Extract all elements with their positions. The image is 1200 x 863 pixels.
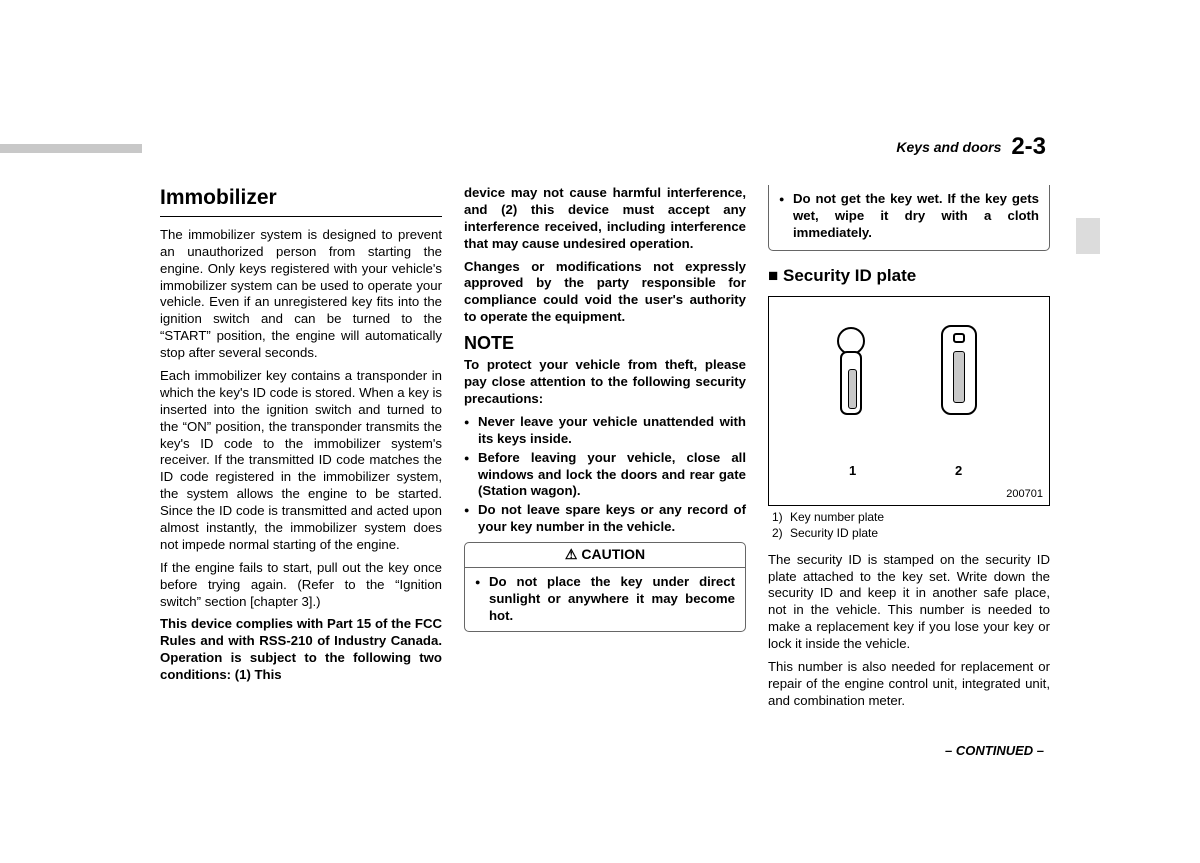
- caution-header: ⚠CAUTION: [465, 543, 745, 568]
- three-column-layout: Immobilizer The immobilizer system is de…: [160, 185, 1050, 716]
- caution-box: ⚠CAUTION Do not place the key under dire…: [464, 542, 746, 632]
- caution-body: Do not place the key under direct sunlig…: [465, 568, 745, 631]
- note-bullet-list: Never leave your vehicle unattended with…: [464, 414, 746, 536]
- modifications-warning: Changes or modifications not expressly a…: [464, 259, 746, 327]
- continued-marker: – CONTINUED –: [945, 743, 1044, 760]
- column-2: device may not cause harmful interferenc…: [464, 185, 746, 716]
- note-bullet: Do not leave spare keys or any record of…: [464, 502, 746, 536]
- security-id-plate-drawing: [941, 325, 977, 415]
- body-text: Each immobilizer key contains a transpon…: [160, 368, 442, 554]
- note-heading: NOTE: [464, 332, 746, 355]
- callout-2: 2: [955, 463, 962, 480]
- body-text: The security ID is stamped on the securi…: [768, 552, 1050, 653]
- figure-legend: 1)Key number plate 2)Security ID plate: [768, 510, 1050, 541]
- section-name: Keys and doors: [896, 139, 1001, 155]
- caution-box-continuation: Do not get the key wet. If the key gets …: [768, 185, 1050, 251]
- body-text: The immobilizer system is designed to pr…: [160, 227, 442, 362]
- running-head: Keys and doors 2-3: [160, 133, 1050, 161]
- legend-item: 1)Key number plate: [768, 510, 1050, 526]
- security-id-figure: 1 2 200701: [768, 296, 1050, 506]
- note-bullet: Before leaving your vehicle, close all w…: [464, 450, 746, 501]
- page-number: 2-3: [1011, 133, 1046, 160]
- fcc-statement: This device complies with Part 15 of the…: [160, 616, 442, 684]
- caution-label: CAUTION: [581, 546, 645, 562]
- page-content: Keys and doors 2-3 Immobilizer The immob…: [160, 133, 1050, 716]
- caution-bullet: Do not get the key wet. If the key gets …: [779, 191, 1039, 242]
- note-bullet: Never leave your vehicle unattended with…: [464, 414, 746, 448]
- body-text: If the engine fails to start, pull out t…: [160, 560, 442, 611]
- column-3: Do not get the key wet. If the key gets …: [768, 185, 1050, 716]
- body-text: This number is also needed for replaceme…: [768, 659, 1050, 710]
- caution-bullet: Do not place the key under direct sunlig…: [475, 574, 735, 625]
- fcc-statement-cont: device may not cause harmful interferenc…: [464, 185, 746, 253]
- immobilizer-heading: Immobilizer: [160, 185, 442, 217]
- legend-item: 2)Security ID plate: [768, 526, 1050, 542]
- header-grey-bar: [0, 144, 142, 153]
- warning-triangle-icon: ⚠: [565, 546, 578, 562]
- thumb-index-tab: [1076, 218, 1100, 254]
- column-1: Immobilizer The immobilizer system is de…: [160, 185, 442, 716]
- figure-code: 200701: [1006, 487, 1043, 501]
- note-intro: To protect your vehicle from theft, plea…: [464, 357, 746, 408]
- callout-1: 1: [849, 463, 856, 480]
- security-id-plate-heading: Security ID plate: [768, 265, 1050, 287]
